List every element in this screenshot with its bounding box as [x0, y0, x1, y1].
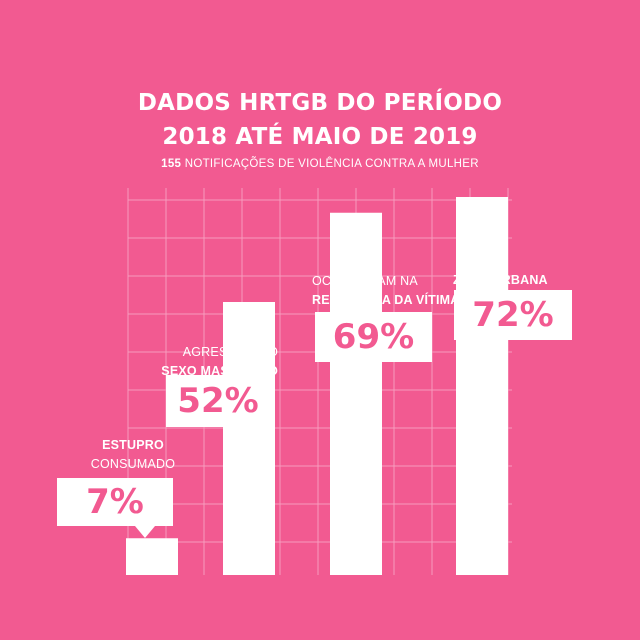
- category-label-line-2: SEXO MASCULINO: [161, 364, 278, 378]
- category-label-line-2: RESIDÊNCIA DA VÍTIMA: [312, 293, 460, 307]
- chart-bars: [126, 197, 508, 575]
- category-label-zona-urbana: ZONA URBANA: [453, 271, 573, 290]
- category-label-residencia: OCORRERAM NA RESIDÊNCIA DA VÍTIMA: [312, 272, 462, 310]
- value-label: 52%: [177, 381, 259, 421]
- page-title-line-2: 2018 ATÉ MAIO DE 2019: [162, 124, 478, 150]
- category-label-line-1: ESTUPRO: [102, 438, 164, 452]
- value-callout-residencia: 69%: [315, 312, 432, 374]
- bar-3: [456, 197, 508, 575]
- page-title-line-1: DADOS HRTGB DO PERÍODO: [137, 90, 503, 116]
- category-label-estupro: ESTUPRO CONSUMADO: [88, 436, 178, 474]
- title-block: DADOS HRTGB DO PERÍODO 2018 ATÉ MAIO DE …: [0, 86, 640, 170]
- value-label: 69%: [332, 317, 415, 357]
- category-label-line-1: OCORRERAM NA: [312, 274, 418, 288]
- value-callout-zona-urbana: 72%: [454, 290, 572, 352]
- bar-0: [126, 538, 178, 575]
- category-label-line-2: CONSUMADO: [90, 457, 176, 471]
- category-label-line-1: AGRESSOR DO: [182, 345, 278, 359]
- value-label: 72%: [472, 295, 554, 335]
- value-callout-estupro: 7%: [57, 478, 173, 538]
- subtitle-text: NOTIFICAÇÕES DE VIOLÊNCIA CONTRA A MULHE…: [184, 158, 479, 170]
- value-label: 7%: [86, 482, 144, 522]
- category-label-line-1: ZONA URBANA: [453, 273, 548, 287]
- category-label-agressor: AGRESSOR DO SEXO MASCULINO: [150, 343, 278, 381]
- bar-2: [330, 212, 382, 575]
- value-callout-agressor: 52%: [166, 375, 270, 439]
- notification-count: 155: [161, 158, 182, 170]
- subtitle: 155 NOTIFICAÇÕES DE VIOLÊNCIA CONTRA A M…: [0, 158, 640, 170]
